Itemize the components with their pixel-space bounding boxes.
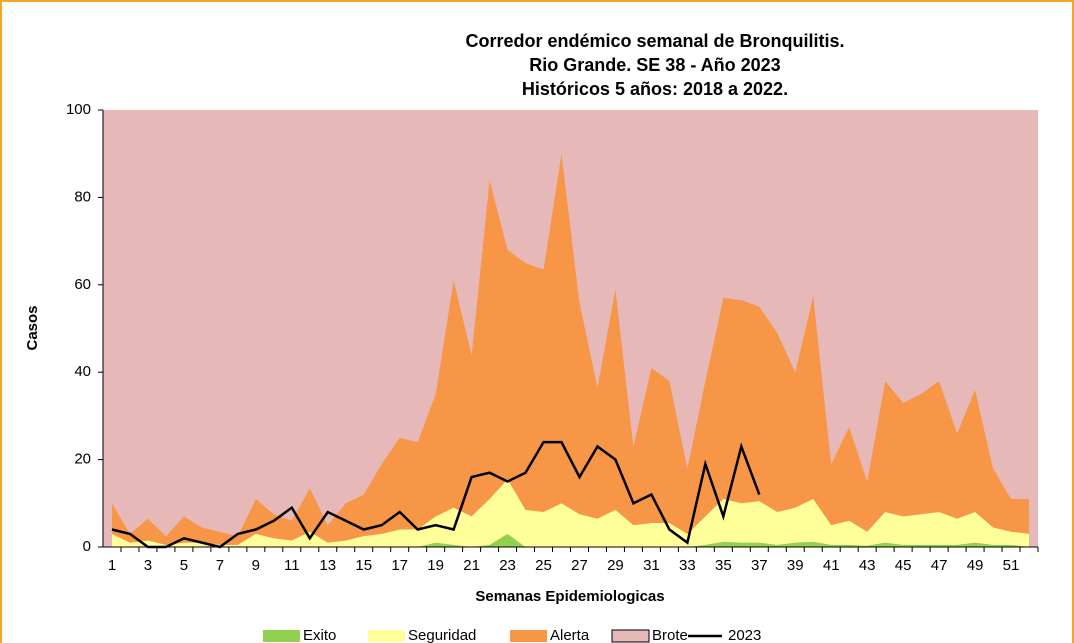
x-tick-label: 23 [499,557,516,574]
y-tick-label: 80 [74,188,91,205]
x-tick-label: 11 [284,557,300,574]
x-tick-label: 49 [967,557,984,574]
legend-label: Alerta [550,627,590,643]
x-tick-label: 47 [931,557,948,574]
x-tick-label: 41 [823,557,840,574]
x-tick-label: 9 [252,557,260,574]
y-tick-label: 100 [66,101,91,118]
x-tick-label: 17 [391,557,408,574]
legend-label: 2023 [728,627,761,643]
legend-swatch [263,630,300,642]
x-tick-label: 33 [679,557,696,574]
y-axis-title: Casos [24,305,41,350]
x-tick-label: 27 [571,557,588,574]
x-axis-title: Semanas Epidemiologicas [475,588,664,605]
legend-label: Seguridad [408,627,476,643]
area-seguridad [111,479,1030,547]
x-tick-label: 7 [216,557,224,574]
legend-swatch [368,630,405,642]
legend-swatch [611,629,650,643]
area-alerta [111,153,1030,545]
chart-title: Históricos 5 años: 2018 a 2022. [522,79,788,99]
y-tick-label: 20 [74,451,91,468]
x-tick-label: 15 [355,557,372,574]
y-tick-label: 60 [74,276,91,293]
area-exito [111,533,1030,547]
x-tick-label: 1 [108,557,116,574]
chart-title: Corredor endémico semanal de Bronquiliti… [465,31,844,51]
x-tick-label: 31 [643,557,660,574]
x-tick-label: 13 [319,557,336,574]
x-tick-label: 51 [1003,557,1020,574]
x-tick-label: 39 [787,557,804,574]
x-tick-label: 25 [535,557,552,574]
x-tick-label: 45 [895,557,912,574]
x-tick-label: 37 [751,557,768,574]
x-tick-label: 21 [463,557,480,574]
x-tick-label: 19 [427,557,444,574]
x-tick-label: 43 [859,557,876,574]
area-brote [111,110,1030,537]
chart-title: Rio Grande. SE 38 - Año 2023 [529,55,780,75]
x-tick-label: 35 [715,557,732,574]
y-tick-label: 0 [83,538,91,555]
x-tick-label: 29 [607,557,624,574]
legend-swatch [510,630,547,642]
x-tick-label: 5 [180,557,188,574]
legend-label: Exito [303,627,336,643]
y-tick-label: 40 [74,363,91,380]
legend-label: Brote [652,627,688,643]
x-tick-label: 3 [144,557,152,574]
